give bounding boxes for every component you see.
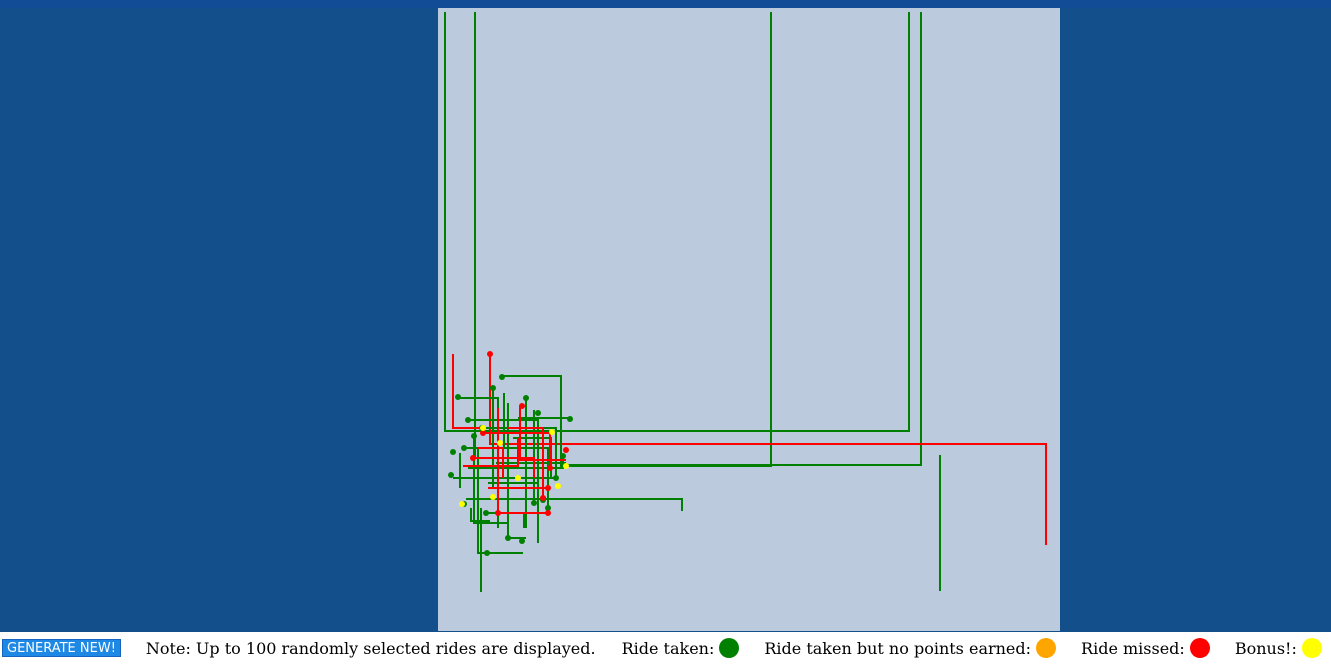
taken-ride-marker bbox=[450, 449, 456, 455]
bonus-ride-marker bbox=[480, 425, 486, 431]
missed-ride-marker bbox=[480, 430, 486, 436]
taken-ride-marker bbox=[484, 550, 490, 556]
green-dot-icon bbox=[719, 638, 740, 658]
note-text: Note: Up to 100 randomly selected rides … bbox=[145, 638, 596, 658]
taken-ride-marker bbox=[471, 433, 477, 439]
footer-bar: GENERATE NEW! Note: Up to 100 randomly s… bbox=[0, 632, 1331, 664]
taken-ride-path bbox=[486, 512, 525, 528]
bonus-ride-marker bbox=[555, 483, 561, 489]
taken-ride-path bbox=[477, 448, 523, 554]
taken-ride-marker bbox=[535, 410, 541, 416]
orange-dot-icon bbox=[1036, 638, 1057, 658]
taken-ride-marker bbox=[545, 505, 551, 511]
missed-ride-marker bbox=[545, 510, 551, 516]
missed-ride-marker bbox=[519, 403, 525, 409]
taken-ride-marker bbox=[455, 394, 461, 400]
taken-ride-marker bbox=[567, 416, 573, 422]
taken-ride-marker bbox=[499, 374, 505, 380]
legend-label: Bonus!: bbox=[1234, 638, 1297, 658]
missed-ride-path bbox=[478, 447, 504, 478]
taken-ride-path bbox=[564, 12, 922, 466]
generate-new-button[interactable]: GENERATE NEW! bbox=[2, 639, 121, 657]
visualization-area bbox=[0, 8, 1331, 632]
bonus-ride-marker bbox=[563, 463, 569, 469]
bonus-ride-marker bbox=[515, 475, 521, 481]
missed-ride-marker bbox=[495, 510, 501, 516]
taken-ride-marker bbox=[560, 453, 566, 459]
city-grid-map bbox=[438, 8, 1060, 631]
missed-ride-path bbox=[463, 438, 519, 467]
taken-ride-path bbox=[488, 482, 539, 513]
legend-bonus: Bonus!: bbox=[1235, 638, 1322, 658]
missed-ride-marker bbox=[547, 465, 553, 471]
bonus-ride-marker bbox=[497, 440, 503, 446]
taken-ride-marker bbox=[448, 472, 454, 478]
taken-ride-marker bbox=[490, 385, 496, 391]
missed-ride-marker bbox=[563, 447, 569, 453]
bonus-ride-marker bbox=[459, 501, 465, 507]
taken-ride-marker bbox=[553, 475, 559, 481]
taken-ride-marker bbox=[523, 395, 529, 401]
taken-ride-path bbox=[470, 508, 490, 522]
taken-ride-marker bbox=[465, 417, 471, 423]
legend-ride-no-points: Ride taken but no points earned: bbox=[764, 638, 1057, 658]
taken-ride-path bbox=[502, 375, 562, 468]
yellow-dot-icon bbox=[1301, 638, 1322, 658]
taken-ride-marker bbox=[531, 500, 537, 506]
taken-ride-path bbox=[568, 12, 772, 467]
missed-ride-path bbox=[452, 354, 484, 429]
missed-ride-marker bbox=[545, 485, 551, 491]
missed-ride-marker bbox=[470, 455, 476, 461]
taken-ride-marker bbox=[461, 445, 467, 451]
taken-ride-path bbox=[444, 12, 910, 432]
missed-ride-marker bbox=[487, 351, 493, 357]
bonus-ride-marker bbox=[549, 429, 555, 435]
legend-ride-missed: Ride missed: bbox=[1081, 638, 1210, 658]
legend-label: Ride missed: bbox=[1081, 638, 1185, 658]
legend-label: Ride taken but no points earned: bbox=[764, 638, 1032, 658]
missed-ride-path bbox=[519, 406, 566, 461]
missed-ride-path bbox=[473, 457, 535, 478]
bonus-ride-marker bbox=[490, 494, 496, 500]
top-bar bbox=[0, 0, 1331, 8]
missed-ride-path bbox=[489, 354, 1047, 545]
red-dot-icon bbox=[1189, 638, 1210, 658]
taken-ride-marker bbox=[483, 510, 489, 516]
taken-ride-marker bbox=[505, 535, 511, 541]
missed-ride-marker bbox=[540, 495, 546, 501]
legend-label: Ride taken: bbox=[621, 638, 715, 658]
legend-ride-taken: Ride taken: bbox=[622, 638, 740, 658]
rides-plot bbox=[444, 12, 1047, 592]
taken-ride-marker bbox=[519, 538, 525, 544]
